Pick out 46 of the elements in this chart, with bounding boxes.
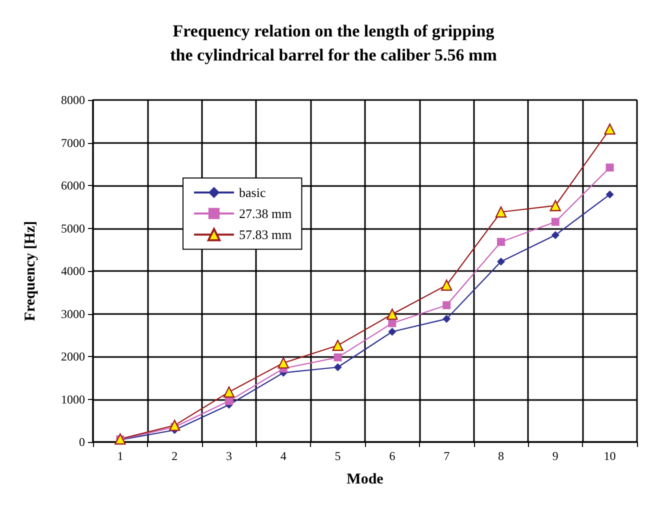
y-tick-label: 6000 [61, 178, 85, 192]
point [334, 353, 342, 362]
point [441, 280, 452, 291]
point [497, 238, 505, 246]
point [169, 420, 180, 431]
x-tick-label: 8 [498, 449, 504, 463]
x-tick-label: 4 [280, 449, 286, 463]
x-tick-label: 10 [604, 449, 616, 463]
y-tick-label: 8000 [61, 93, 85, 107]
point [604, 123, 616, 135]
y-tick-label: 5000 [61, 221, 85, 236]
point [497, 258, 505, 266]
point [550, 200, 561, 212]
chart-title: Frequency relation on the length of gripping the cylindrical barrel for the caliber 5.56 mm [170, 22, 497, 64]
point [386, 308, 398, 320]
y-tick-label: 7000 [61, 136, 85, 150]
point [606, 190, 614, 198]
legend-label: basic [239, 185, 266, 200]
point [225, 396, 233, 405]
point [442, 314, 451, 323]
x-tick-label: 2 [172, 449, 178, 463]
point [223, 386, 235, 398]
legend-label: 27.38 mm [239, 206, 292, 221]
point [388, 328, 396, 336]
point [332, 340, 344, 351]
point [606, 164, 614, 172]
x-tick-label: 6 [389, 449, 396, 463]
point [278, 357, 289, 369]
point [334, 363, 342, 372]
y-axis-title: Frequency [Hz] [22, 220, 38, 322]
point [442, 301, 451, 310]
point [551, 218, 560, 226]
x-axis-title: Mode [346, 472, 384, 488]
point [551, 231, 560, 240]
y-tick-label: 0 [79, 435, 85, 449]
y-tick-label: 4000 [61, 264, 85, 278]
y-tick-label: 1000 [61, 392, 85, 406]
x-tick-label: 3 [226, 449, 232, 463]
y-tick-label: 2000 [61, 350, 85, 364]
y-tick-label: 3000 [61, 306, 85, 321]
legend-label: 57.83 mm [239, 227, 292, 242]
point [495, 206, 507, 218]
x-tick-label: 9 [552, 449, 558, 463]
x-tick-label: 1 [117, 449, 124, 463]
x-tick-label: 5 [334, 449, 341, 463]
x-tick-label: 7 [444, 449, 450, 463]
